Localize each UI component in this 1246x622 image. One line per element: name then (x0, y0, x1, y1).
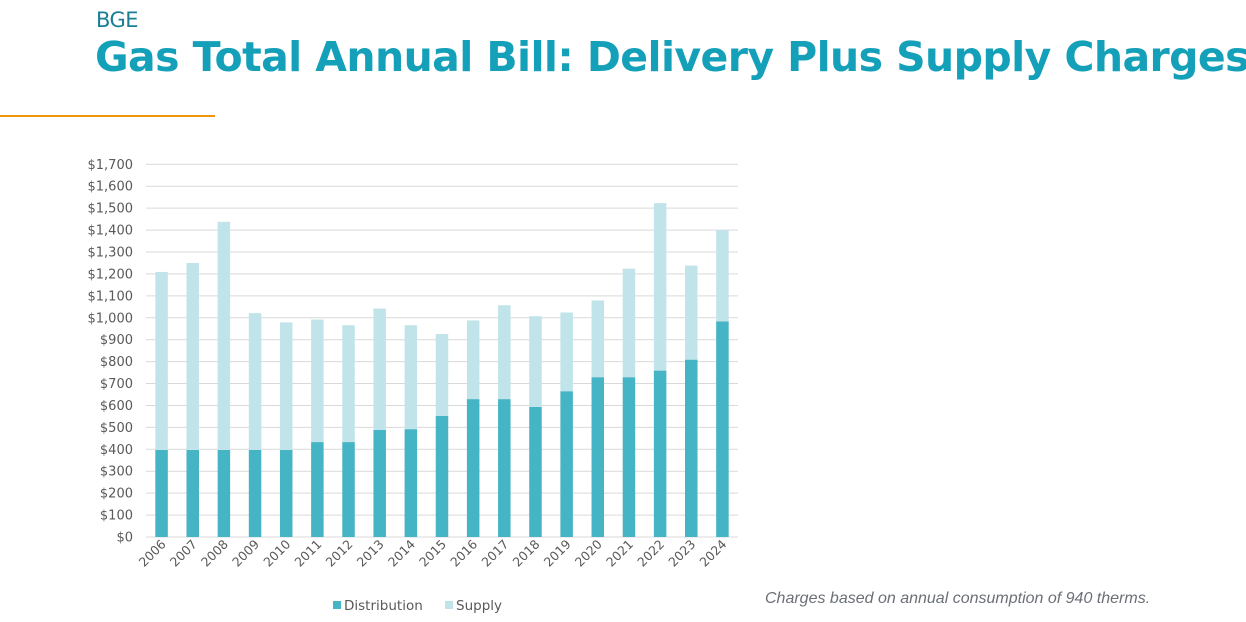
x-tick-label: 2022 (634, 537, 667, 570)
y-tick-label: $1,200 (88, 267, 134, 282)
bar-distribution-2019 (560, 391, 573, 537)
chart-subtitle: BGE (96, 8, 139, 32)
bars (155, 203, 729, 537)
bar-distribution-2017 (498, 399, 511, 537)
bar-supply-2013 (373, 308, 386, 431)
x-tick-label: 2012 (323, 537, 356, 570)
bar-distribution-2023 (685, 359, 698, 537)
x-tick-label: 2013 (354, 537, 387, 570)
y-axis-ticks: $0 $100 $200 $300 $400 $500 $600 $700 $800 $900 $1… (88, 158, 134, 546)
bar-supply-2011 (311, 319, 324, 443)
x-tick-label: 2024 (696, 536, 729, 569)
x-tick-label: 2009 (229, 536, 262, 569)
x-tick-label: 2006 (136, 536, 169, 569)
y-tick-label: $1,300 (88, 245, 134, 260)
bar-supply-2017 (498, 305, 511, 400)
bar-distribution-2010 (279, 449, 293, 537)
y-tick-label: $800 (100, 355, 133, 370)
bar-supply-2022 (653, 203, 667, 371)
x-tick-label: 2018 (509, 536, 542, 569)
y-tick-label: $0 (116, 531, 133, 546)
bar-supply-2007 (186, 262, 199, 450)
bar-supply-2008 (217, 221, 231, 450)
bar-supply-2018 (529, 316, 542, 407)
legend-swatch-distribution (333, 601, 341, 609)
legend-label-distribution: Distribution (344, 598, 423, 614)
x-tick-label: 2007 (167, 537, 200, 570)
y-tick-label: $1,400 (88, 224, 134, 239)
bar-distribution-2022 (653, 370, 667, 537)
bar-supply-2006 (155, 271, 168, 450)
bar-supply-2015 (435, 333, 449, 416)
bar-distribution-2006 (155, 449, 168, 537)
bar-distribution-2012 (342, 442, 355, 537)
x-tick-label: 2015 (416, 537, 449, 570)
x-tick-label: 2008 (198, 536, 231, 569)
x-tick-label: 2010 (260, 536, 293, 569)
bar-distribution-2011 (311, 442, 324, 537)
bar-distribution-2024 (716, 321, 729, 537)
y-tick-label: $100 (100, 509, 133, 524)
accent-rule (0, 115, 215, 117)
bar-distribution-2013 (373, 430, 386, 537)
bar-supply-2024 (716, 230, 729, 322)
x-tick-label: 2023 (665, 537, 698, 570)
y-tick-label: $700 (100, 377, 133, 392)
bar-supply-2016 (466, 320, 480, 400)
x-axis-ticks: 2006200720082009201020112012201320142015… (136, 536, 730, 569)
y-tick-label: $300 (100, 465, 133, 480)
legend: Distribution Supply (333, 598, 502, 614)
bar-supply-2019 (560, 312, 573, 392)
bar-supply-2021 (622, 268, 636, 378)
legend-label-supply: Supply (456, 598, 502, 614)
y-tick-label: $1,500 (88, 202, 134, 217)
bar-supply-2023 (685, 265, 698, 360)
bar-supply-2020 (591, 300, 605, 378)
x-tick-label: 2019 (541, 536, 574, 569)
y-tick-label: $1,700 (88, 158, 134, 173)
bar-distribution-2014 (404, 429, 418, 537)
x-tick-label: 2020 (572, 536, 605, 569)
bar-distribution-2021 (622, 377, 636, 537)
bar-distribution-2015 (435, 415, 449, 537)
y-tick-label: $200 (100, 487, 133, 502)
bar-distribution-2020 (591, 377, 605, 537)
x-tick-label: 2014 (385, 536, 418, 569)
bar-distribution-2008 (217, 449, 231, 537)
x-tick-label: 2017 (478, 537, 511, 570)
y-tick-label: $500 (100, 421, 133, 436)
y-tick-label: $400 (100, 443, 133, 458)
bar-distribution-2018 (529, 406, 542, 537)
y-tick-label: $600 (100, 399, 133, 414)
y-tick-label: $1,100 (88, 289, 134, 304)
y-tick-label: $1,000 (88, 311, 134, 326)
bar-distribution-2016 (466, 399, 480, 537)
chart-title: Gas Total Annual Bill: Delivery Plus Sup… (95, 33, 1246, 81)
bar-supply-2009 (248, 313, 262, 450)
bar-distribution-2009 (248, 449, 262, 537)
bar-supply-2012 (342, 325, 355, 443)
y-tick-label: $1,600 (88, 180, 134, 195)
y-tick-label: $900 (100, 333, 133, 348)
x-tick-label: 2011 (291, 537, 324, 570)
bar-supply-2014 (404, 325, 418, 430)
bar-supply-2010 (279, 322, 293, 450)
x-tick-label: 2016 (447, 536, 480, 569)
footnote: Charges based on annual consumption of 9… (765, 590, 1151, 607)
legend-swatch-supply (445, 601, 453, 609)
x-tick-label: 2021 (603, 537, 636, 570)
bar-distribution-2007 (186, 449, 199, 537)
